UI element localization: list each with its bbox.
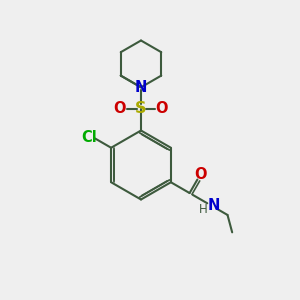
Text: Cl: Cl bbox=[81, 130, 97, 145]
Text: S: S bbox=[135, 101, 147, 116]
Text: O: O bbox=[194, 167, 207, 182]
Text: N: N bbox=[135, 80, 147, 95]
Text: N: N bbox=[207, 198, 220, 213]
Text: O: O bbox=[114, 101, 126, 116]
Text: H: H bbox=[198, 203, 207, 216]
Text: O: O bbox=[156, 101, 168, 116]
